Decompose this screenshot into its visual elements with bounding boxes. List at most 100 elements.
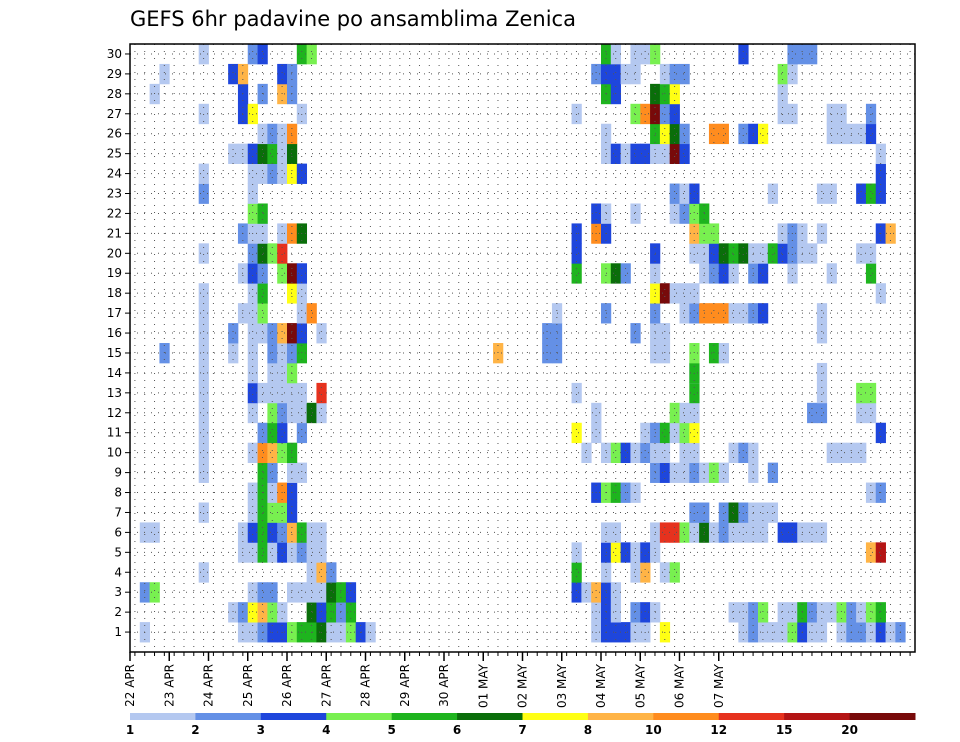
heatmap-cell bbox=[247, 143, 258, 164]
heatmap-cell bbox=[865, 402, 877, 424]
heatmap-cell bbox=[856, 243, 867, 264]
heatmap-cell bbox=[287, 83, 298, 105]
heatmap-cell bbox=[807, 402, 818, 424]
heatmap-cell bbox=[257, 263, 268, 284]
heatmap-cell bbox=[247, 542, 258, 563]
heatmap-cell bbox=[708, 243, 720, 264]
heatmap-cell bbox=[296, 263, 308, 284]
heatmap-cell bbox=[659, 63, 671, 85]
heatmap-cell bbox=[787, 44, 798, 65]
heatmap-cell bbox=[865, 602, 877, 623]
heatmap-cell bbox=[758, 303, 769, 324]
heatmap-cell bbox=[198, 422, 209, 444]
heatmap-cell bbox=[228, 343, 239, 364]
heatmap-cell bbox=[267, 502, 278, 523]
heatmap-cell bbox=[620, 263, 631, 284]
y-tick-label: 20 bbox=[107, 246, 122, 260]
heatmap-cell bbox=[807, 44, 818, 65]
heatmap-cell bbox=[669, 422, 680, 444]
heatmap-cell bbox=[316, 582, 327, 603]
heatmap-cell bbox=[571, 422, 582, 444]
heatmap-cell bbox=[816, 183, 828, 204]
heatmap-cell bbox=[277, 602, 288, 623]
heatmap-cell bbox=[296, 163, 308, 184]
heatmap-cell bbox=[767, 502, 779, 523]
y-tick-label: 12 bbox=[107, 406, 122, 420]
heatmap-cell bbox=[277, 143, 288, 164]
y-tick-label: 15 bbox=[107, 346, 122, 360]
heatmap-cell bbox=[326, 562, 337, 583]
heatmap-cell bbox=[287, 542, 298, 563]
heatmap-cell bbox=[787, 243, 798, 264]
y-axis: 1234567891011121314151617181920212223242… bbox=[107, 47, 130, 639]
heatmap-cell bbox=[708, 522, 720, 543]
colorbar-swatch bbox=[326, 713, 393, 720]
heatmap-cell bbox=[718, 303, 729, 324]
heatmap-cell bbox=[669, 63, 680, 85]
heatmap-cell bbox=[610, 143, 622, 164]
heatmap-cell bbox=[287, 143, 298, 164]
heatmap-cell bbox=[247, 263, 258, 284]
heatmap-cell bbox=[689, 243, 700, 264]
heatmap-cell bbox=[777, 63, 788, 85]
heatmap-cell bbox=[277, 263, 288, 284]
heatmap-cell bbox=[679, 442, 690, 464]
heatmap-cell bbox=[287, 283, 298, 304]
heatmap-cell bbox=[875, 163, 886, 184]
heatmap-cell bbox=[591, 582, 602, 603]
heatmap-cell bbox=[708, 343, 720, 364]
heatmap-cell bbox=[679, 402, 690, 424]
heatmap-cell bbox=[287, 163, 298, 184]
x-tick-label: 06 MAY bbox=[673, 663, 687, 708]
heatmap-cell bbox=[718, 263, 729, 284]
heatmap-cell bbox=[718, 243, 729, 264]
heatmap-cell bbox=[198, 402, 209, 424]
heatmap-cell bbox=[865, 103, 877, 125]
heatmap-cell bbox=[198, 103, 209, 125]
heatmap-cell bbox=[277, 243, 288, 264]
heatmap-cell bbox=[267, 143, 278, 164]
heatmap-cell bbox=[267, 522, 278, 543]
heatmap-cell bbox=[591, 602, 602, 623]
heatmap-cell bbox=[247, 303, 258, 324]
y-tick-label: 2 bbox=[114, 605, 122, 619]
heatmap-cell bbox=[856, 123, 867, 145]
heatmap-cell bbox=[237, 103, 249, 125]
colorbar-swatch bbox=[849, 713, 916, 720]
heatmap-cell bbox=[247, 183, 258, 204]
heatmap-cell bbox=[306, 402, 317, 424]
heatmap-cell bbox=[689, 343, 700, 364]
heatmap-cell bbox=[875, 183, 886, 204]
heatmap-cell bbox=[591, 63, 602, 85]
heatmap-cell bbox=[257, 422, 268, 444]
heatmap-cell bbox=[237, 143, 249, 164]
colorbar-label: 2 bbox=[191, 723, 199, 737]
colorbar-swatch bbox=[457, 713, 523, 720]
heatmap-cell bbox=[247, 442, 258, 464]
heatmap-cell bbox=[257, 382, 268, 404]
heatmap-cell bbox=[758, 502, 769, 523]
heatmap-cell bbox=[787, 263, 798, 284]
heatmap-cell bbox=[836, 123, 847, 145]
colorbar-swatch bbox=[653, 713, 720, 720]
heatmap-cell bbox=[316, 402, 327, 424]
heatmap-cell bbox=[287, 502, 298, 523]
heatmap-cell bbox=[816, 323, 828, 344]
heatmap-cell bbox=[679, 283, 690, 304]
heatmap-cell bbox=[640, 44, 651, 65]
y-tick-label: 4 bbox=[114, 565, 122, 579]
heatmap-cell bbox=[610, 83, 622, 105]
heatmap-cell bbox=[679, 303, 690, 324]
heatmap-cell bbox=[237, 542, 249, 563]
heatmap-cell bbox=[856, 183, 867, 204]
colorbar-label: 8 bbox=[584, 723, 592, 737]
heatmap-cell bbox=[728, 442, 739, 464]
heatmap-cell bbox=[659, 83, 671, 105]
heatmap-cell bbox=[865, 542, 877, 563]
y-tick-label: 8 bbox=[114, 486, 122, 500]
heatmap-cell bbox=[277, 542, 288, 563]
heatmap-cell bbox=[316, 562, 327, 583]
y-tick-label: 1 bbox=[114, 625, 122, 639]
heatmap-cell bbox=[287, 323, 298, 344]
heatmap-cell bbox=[679, 183, 690, 204]
